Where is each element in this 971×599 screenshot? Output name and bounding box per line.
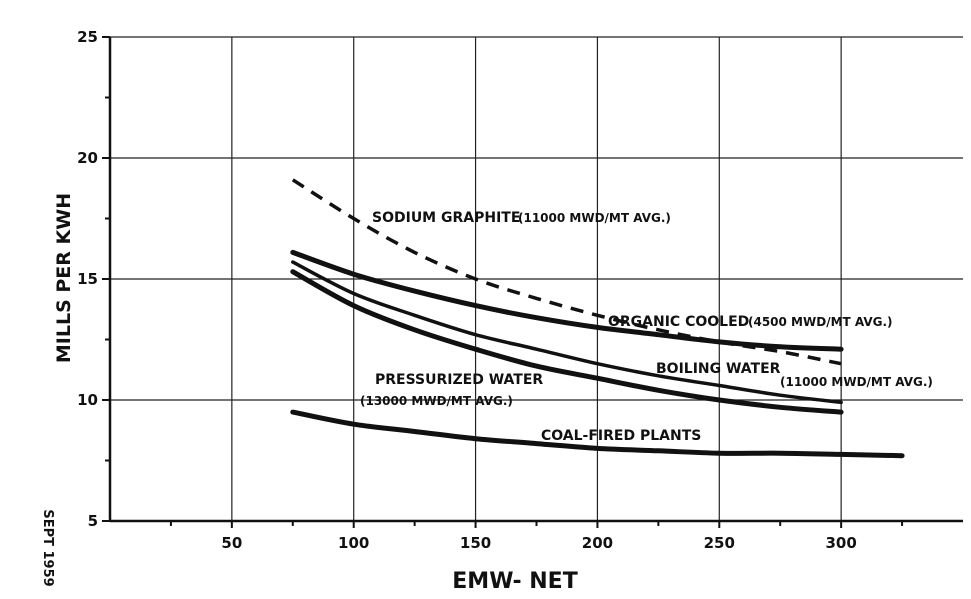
grid	[110, 36, 963, 521]
series-line-coal-fired-plants	[290, 409, 905, 459]
series-lines	[290, 178, 905, 459]
series-line-sodium-graphite	[291, 178, 842, 366]
series-detail-pressurized-water: (13000 MWD/MT AVG.)	[360, 394, 513, 408]
date-stamp: SEPT 1959	[40, 509, 55, 586]
series-label-pressurized-water: PRESSURIZED WATER	[375, 372, 543, 388]
series-line-organic-cooled	[290, 249, 844, 352]
x-tick-label: 200	[582, 534, 613, 552]
series-line-pressurized-water	[290, 269, 844, 415]
y-tick-label: 15	[77, 270, 98, 288]
series-detail-sodium-graphite: (11000 MWD/MT AVG.)	[518, 211, 671, 225]
series-label-coal-fired-plants: COAL-FIRED PLANTS	[541, 428, 701, 444]
y-tick-label: 20	[77, 149, 98, 167]
series-label-organic-cooled: ORGANIC COOLED	[608, 314, 749, 330]
x-tick-label: 300	[825, 534, 856, 552]
axes: 50 100 150 200 250 300 5 10 15 20 25	[77, 28, 963, 552]
x-tick-label: 50	[221, 534, 242, 552]
series-label-sodium-graphite: SODIUM GRAPHITE	[372, 210, 520, 226]
x-tick-label: 250	[704, 534, 735, 552]
series-detail-boiling-water: (11000 MWD/MT AVG.)	[780, 375, 933, 389]
y-tick-label: 25	[77, 28, 98, 46]
series-line-boiling-water	[291, 260, 843, 405]
x-axis-title: EMW- NET	[452, 569, 577, 594]
x-tick-label: 150	[460, 534, 491, 552]
series-detail-organic-cooled: (4500 MWD/MT AVG.)	[748, 315, 893, 329]
series-label-boiling-water: BOILING WATER	[656, 361, 781, 377]
y-tick-label: 10	[77, 391, 98, 409]
y-tick-label: 5	[88, 512, 98, 530]
y-axis-title: MILLS PER KWH	[53, 193, 75, 363]
annotations: SODIUM GRAPHITE (11000 MWD/MT AVG.) ORGA…	[360, 210, 933, 444]
x-tick-label: 100	[338, 534, 369, 552]
